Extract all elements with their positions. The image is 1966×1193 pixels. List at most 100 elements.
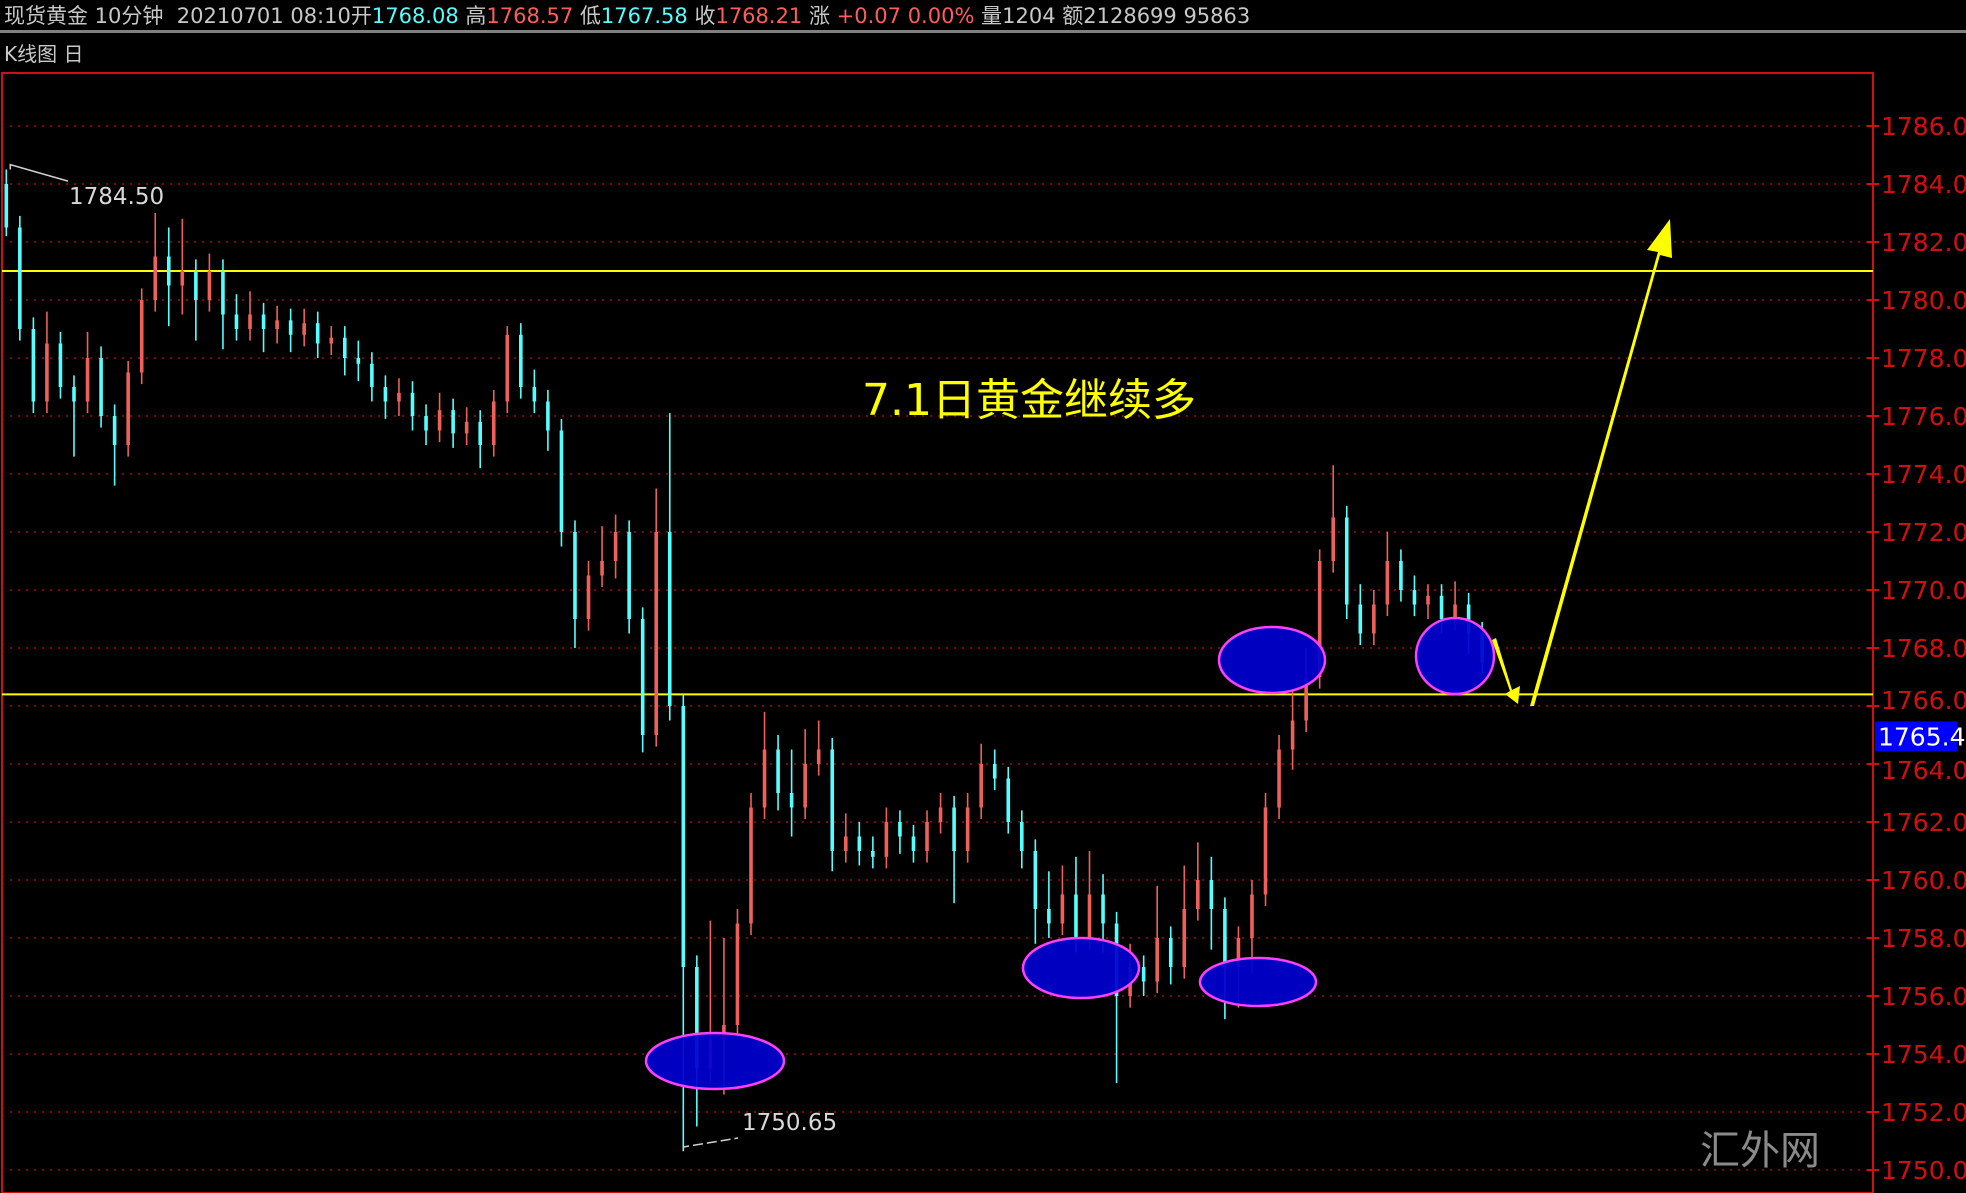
up-arrow-icon xyxy=(1530,219,1672,706)
candle-body xyxy=(898,822,902,837)
y-tick-label: 1774.0 xyxy=(1881,460,1966,489)
candle-body xyxy=(315,323,320,344)
y-tick-label: 1772.0 xyxy=(1881,518,1966,547)
candle-body xyxy=(532,387,537,402)
y-tick-label: 1758.0 xyxy=(1881,924,1966,953)
candle-body xyxy=(816,749,821,764)
min-leader-line xyxy=(682,1137,739,1152)
change-value: +0.07 0.00% xyxy=(836,4,975,28)
candle-body xyxy=(519,334,523,387)
candle-body xyxy=(153,256,158,300)
candle-body xyxy=(1304,677,1308,721)
candle-body xyxy=(992,764,997,779)
candle-body xyxy=(1372,604,1376,634)
y-tick-label: 1770.0 xyxy=(1881,576,1966,605)
candle-body xyxy=(491,401,496,445)
candle-body xyxy=(600,561,604,576)
candle-body xyxy=(667,532,672,706)
candle-body xyxy=(139,300,144,373)
candle-body xyxy=(248,314,252,329)
candle-body xyxy=(1385,561,1390,605)
candle-body xyxy=(843,836,848,851)
candle-body xyxy=(762,749,767,808)
y-tick-label: 1768.0 xyxy=(1881,634,1966,663)
candle-body xyxy=(1277,749,1281,808)
candle-body xyxy=(1453,604,1457,619)
candle-body xyxy=(1168,938,1173,967)
candle-body xyxy=(695,967,699,1069)
candle-body xyxy=(640,619,645,735)
candle-body xyxy=(1020,822,1024,851)
chart-type-bar: K线图 日 xyxy=(4,38,83,67)
candle-body xyxy=(221,271,225,315)
candle-body xyxy=(1074,894,1078,938)
y-tick-label: 1762.0 xyxy=(1881,808,1966,837)
candle-body xyxy=(1047,909,1051,924)
instrument-name: 现货黄金 10分钟 xyxy=(4,4,164,28)
candle-body xyxy=(911,836,916,851)
volume: 量1204 xyxy=(981,4,1056,28)
candle-body xyxy=(356,358,361,364)
candle-body xyxy=(1223,909,1227,967)
close-label: 收 xyxy=(694,4,716,28)
watermark: 汇外网 xyxy=(1700,1128,1820,1174)
candle-body xyxy=(31,329,36,402)
y-tick-label: 1778.0 xyxy=(1881,344,1966,373)
period-toggle-icon[interactable]: 日 xyxy=(63,42,84,66)
candle-body xyxy=(1182,909,1187,967)
candle-body xyxy=(505,334,510,402)
candle-body xyxy=(1439,595,1444,619)
candle-body xyxy=(275,320,279,329)
candle-body xyxy=(437,410,442,431)
candle-body xyxy=(370,363,374,387)
candle-body xyxy=(749,807,753,924)
chart-type-label[interactable]: K线图 xyxy=(4,42,58,66)
candle-body xyxy=(410,392,415,416)
min-price-label: 1750.65 xyxy=(742,1110,837,1136)
candle-body xyxy=(1290,720,1295,750)
candle-body xyxy=(1006,778,1011,822)
candle-body xyxy=(803,764,807,808)
open-label: 开 xyxy=(350,4,372,28)
max-price-label: 1784.50 xyxy=(69,184,164,210)
candle-body xyxy=(166,256,171,286)
candle-body xyxy=(586,575,591,619)
highlight-ellipse xyxy=(1217,625,1327,695)
low-label: 低 xyxy=(579,4,601,28)
candle-body xyxy=(194,271,198,300)
candle-body xyxy=(1033,851,1038,909)
max-leader-line xyxy=(9,163,69,182)
y-tick-label: 1784.0 xyxy=(1881,170,1966,199)
datetime: 20210701 08:10 xyxy=(176,4,351,28)
y-tick-label: 1752.0 xyxy=(1881,1098,1966,1127)
candle-body xyxy=(99,358,103,416)
candle-body xyxy=(112,416,117,445)
candle-body xyxy=(302,323,306,335)
candle-body xyxy=(925,822,929,851)
close-value: 1768.21 xyxy=(715,4,803,28)
candle-body xyxy=(681,706,686,967)
candle-body xyxy=(1426,595,1430,605)
candle-body xyxy=(1155,938,1159,982)
candle-body xyxy=(397,392,401,402)
highlight-ellipse xyxy=(1021,936,1141,1000)
highlight-ellipse xyxy=(644,1031,786,1091)
candle-body xyxy=(1196,880,1200,909)
candle-body xyxy=(1317,561,1322,677)
candle-body xyxy=(1101,894,1105,924)
candle-body xyxy=(261,314,266,329)
candle-body xyxy=(871,851,875,857)
y-tick-label: 1750.0 xyxy=(1881,1156,1966,1185)
y-tick-label: 1756.0 xyxy=(1881,982,1966,1011)
candle-body xyxy=(1060,894,1065,924)
candle-body xyxy=(952,807,956,851)
candle-body xyxy=(965,807,970,851)
candle-body xyxy=(1263,807,1268,895)
candle-body xyxy=(451,410,455,434)
highlight-ellipse xyxy=(1414,616,1496,696)
y-tick-label: 1776.0 xyxy=(1881,402,1966,431)
current-price-label: 1765.4 xyxy=(1878,722,1965,751)
candle-body xyxy=(180,271,185,286)
candle-body xyxy=(207,271,212,300)
